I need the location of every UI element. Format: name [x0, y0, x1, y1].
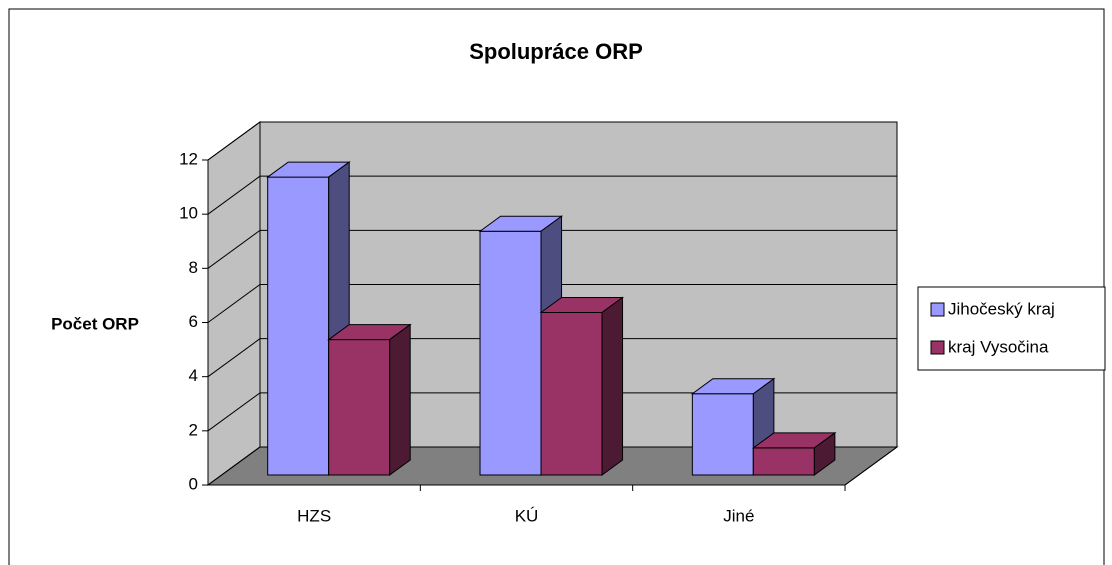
x-tick-label: Jiné [723, 506, 754, 525]
y-tick-label: 12 [179, 149, 198, 168]
y-axis-label: Počet ORP [51, 314, 139, 333]
bar-front [540, 312, 603, 476]
grid-line [207, 338, 897, 378]
y-tick-label: 4 [189, 366, 198, 385]
y-tick-label: 2 [189, 420, 198, 439]
bar-side [813, 431, 836, 476]
bar [539, 296, 625, 476]
bar-side [601, 296, 624, 476]
legend-label: kraj Vysočina [948, 337, 1049, 356]
bar-front [267, 176, 330, 476]
bar-front [328, 339, 391, 476]
legend-box [917, 286, 1106, 371]
chart-title: Spolupráce ORP [469, 39, 643, 64]
y-tick-label: 8 [189, 258, 198, 277]
bar [690, 377, 776, 476]
y-tick-label: 0 [189, 474, 198, 493]
grid-line [207, 121, 897, 161]
legend-label: Jihočeský kraj [948, 299, 1055, 318]
grid-line [207, 229, 897, 269]
grid-line [207, 284, 897, 323]
x-tick-label: KÚ [515, 506, 539, 525]
bar [327, 323, 412, 476]
legend-swatch [930, 302, 945, 317]
bar-front [479, 230, 542, 476]
x-tick-label: HZS [297, 506, 331, 525]
grid-line [207, 392, 897, 432]
floor-edge [844, 446, 898, 486]
y-tick-label: 10 [179, 204, 198, 223]
bar-front [691, 393, 754, 476]
grid-line [207, 446, 897, 486]
bar-side [389, 323, 411, 476]
legend-swatch [930, 340, 945, 355]
bar-front [752, 447, 815, 476]
bar [751, 431, 837, 476]
grid-line [207, 175, 897, 215]
y-tick-label: 6 [189, 312, 198, 331]
